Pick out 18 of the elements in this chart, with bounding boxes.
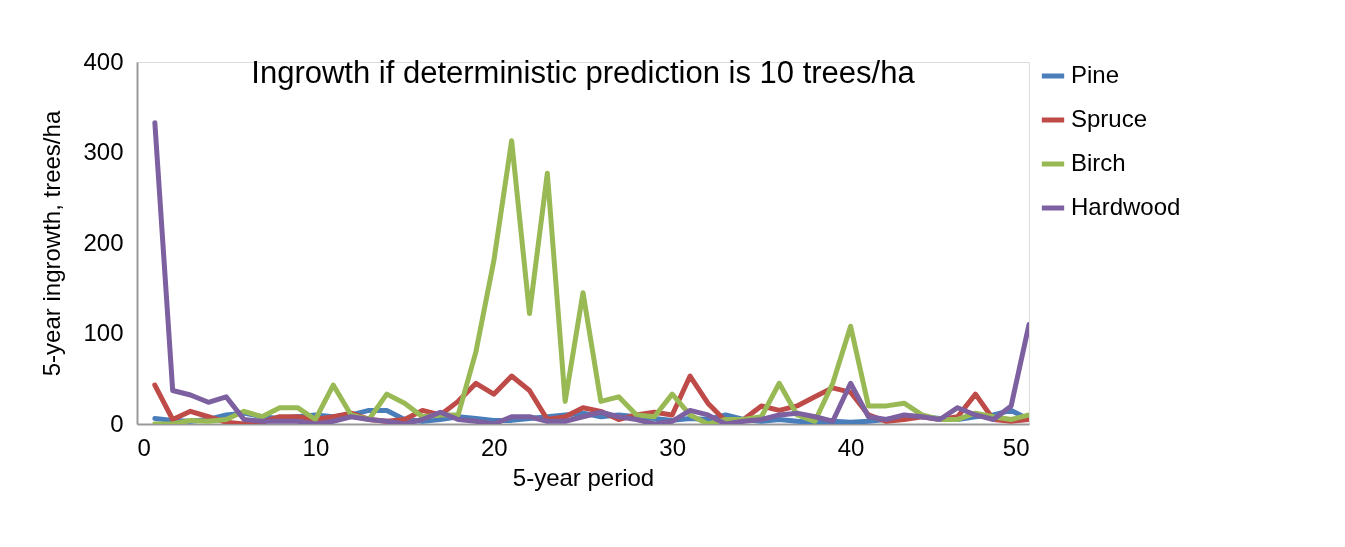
x-tick-label: 10 (302, 433, 330, 461)
y-tick-label: 0 (110, 409, 124, 437)
chart-title: Ingrowth if deterministic prediction is 10 trees/ha (251, 55, 916, 90)
legend-label: Hardwood (1071, 193, 1181, 220)
x-tick-label: 20 (480, 433, 508, 461)
x-tick-label: 0 (137, 433, 151, 461)
legend-label: Spruce (1071, 105, 1148, 132)
x-tick-label: 40 (837, 433, 865, 461)
legend-label: Pine (1071, 61, 1120, 88)
x-tick-label: 50 (1002, 433, 1030, 461)
x-axis-title: 5-year period (512, 463, 655, 491)
y-tick-label: 300 (83, 138, 124, 165)
y-tick-label: 400 (83, 47, 124, 75)
x-tick-label: 30 (659, 433, 687, 461)
y-axis-title: 5-year ingrowth, trees/ha (38, 110, 66, 377)
legend-label: Birch (1071, 149, 1126, 176)
y-tick-label: 200 (83, 228, 124, 256)
y-tick-label: 100 (83, 319, 124, 346)
